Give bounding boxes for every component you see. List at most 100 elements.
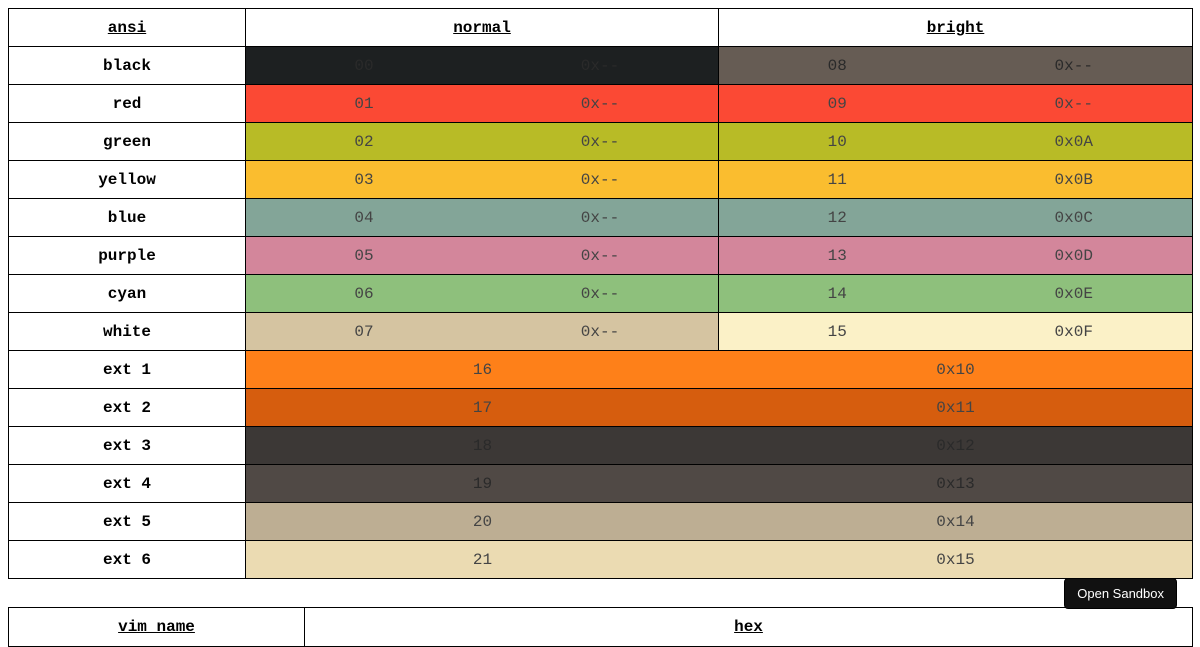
table-row: ext 6 21 0x15 — [8, 540, 1193, 579]
ext-hex: 0x14 — [936, 512, 975, 531]
ext-hex: 0x15 — [936, 550, 975, 569]
table-header-row: vim name hex — [8, 607, 1193, 647]
table-row: ext 4 19 0x13 — [8, 464, 1193, 503]
table-row: black 00 0x-- 08 0x-- — [8, 46, 1193, 85]
normal-swatch: 00 0x-- — [245, 46, 719, 85]
color-name: ext 4 — [8, 464, 246, 503]
bright-hex: 0x0E — [1054, 284, 1093, 303]
bright-index: 15 — [827, 322, 847, 341]
ext-hex: 0x11 — [936, 398, 975, 417]
open-sandbox-button[interactable]: Open Sandbox — [1064, 578, 1177, 609]
ansi-color-table: ansi normal bright black 00 0x-- 08 0x-- red 0… — [8, 8, 1193, 579]
table-row: purple 05 0x-- 13 0x0D — [8, 236, 1193, 275]
color-name: cyan — [8, 274, 246, 313]
normal-index: 05 — [354, 246, 374, 265]
normal-swatch: 04 0x-- — [245, 198, 719, 237]
normal-swatch: 02 0x-- — [245, 122, 719, 161]
ext-swatch: 19 0x13 — [245, 464, 1193, 503]
normal-index: 06 — [354, 284, 374, 303]
bright-swatch: 10 0x0A — [718, 122, 1193, 161]
table-row: ext 1 16 0x10 — [8, 350, 1193, 389]
bright-index: 12 — [827, 208, 847, 227]
bright-swatch: 09 0x-- — [718, 84, 1193, 123]
normal-hex: 0x-- — [580, 56, 620, 75]
normal-hex: 0x-- — [580, 322, 620, 341]
color-name: ext 3 — [8, 426, 246, 465]
normal-swatch: 01 0x-- — [245, 84, 719, 123]
bright-index: 10 — [827, 132, 847, 151]
bright-swatch: 15 0x0F — [718, 312, 1193, 351]
normal-swatch: 07 0x-- — [245, 312, 719, 351]
bright-hex: 0x0F — [1054, 322, 1093, 341]
ansi-header: ansi — [8, 8, 246, 47]
table-row: white 07 0x-- 15 0x0F — [8, 312, 1193, 351]
table-row: blue 04 0x-- 12 0x0C — [8, 198, 1193, 237]
table-row: yellow 03 0x-- 11 0x0B — [8, 160, 1193, 199]
ext-index: 16 — [472, 360, 493, 379]
color-name: black — [8, 46, 246, 85]
ext-swatch: 17 0x11 — [245, 388, 1193, 427]
ext-swatch: 20 0x14 — [245, 502, 1193, 541]
table-row: ext 3 18 0x12 — [8, 426, 1193, 465]
bright-index: 09 — [827, 94, 847, 113]
ext-index: 18 — [472, 436, 493, 455]
color-name: purple — [8, 236, 246, 275]
ext-hex: 0x12 — [936, 436, 975, 455]
ext-index: 20 — [472, 512, 493, 531]
normal-hex: 0x-- — [580, 284, 620, 303]
normal-hex: 0x-- — [580, 246, 620, 265]
bright-hex: 0x-- — [1054, 94, 1093, 113]
bright-hex: 0x-- — [1054, 56, 1093, 75]
bright-swatch: 08 0x-- — [718, 46, 1193, 85]
table-header-row: ansi normal bright — [8, 8, 1193, 47]
ext-hex: 0x13 — [936, 474, 975, 493]
table-row: cyan 06 0x-- 14 0x0E — [8, 274, 1193, 313]
table-row: red 01 0x-- 09 0x-- — [8, 84, 1193, 123]
color-name: ext 1 — [8, 350, 246, 389]
bright-swatch: 11 0x0B — [718, 160, 1193, 199]
normal-hex: 0x-- — [580, 94, 620, 113]
normal-index: 02 — [354, 132, 374, 151]
normal-hex: 0x-- — [580, 132, 620, 151]
vim-name-header: vim name — [8, 607, 305, 647]
color-name: red — [8, 84, 246, 123]
color-name: blue — [8, 198, 246, 237]
normal-index: 04 — [354, 208, 374, 227]
bright-index: 08 — [827, 56, 847, 75]
ext-swatch: 16 0x10 — [245, 350, 1193, 389]
normal-hex: 0x-- — [580, 170, 620, 189]
bright-swatch: 12 0x0C — [718, 198, 1193, 237]
ext-hex: 0x10 — [936, 360, 975, 379]
normal-index: 07 — [354, 322, 374, 341]
normal-swatch: 06 0x-- — [245, 274, 719, 313]
color-name: yellow — [8, 160, 246, 199]
color-name: ext 2 — [8, 388, 246, 427]
table-row: green 02 0x-- 10 0x0A — [8, 122, 1193, 161]
ext-index: 21 — [472, 550, 493, 569]
bright-hex: 0x0D — [1054, 246, 1093, 265]
table-row: ext 5 20 0x14 — [8, 502, 1193, 541]
bright-swatch: 13 0x0D — [718, 236, 1193, 275]
bright-swatch: 14 0x0E — [718, 274, 1193, 313]
bright-header: bright — [718, 8, 1193, 47]
normal-index: 01 — [354, 94, 374, 113]
normal-index: 03 — [354, 170, 374, 189]
normal-index: 00 — [354, 56, 374, 75]
normal-header: normal — [245, 8, 719, 47]
normal-swatch: 05 0x-- — [245, 236, 719, 275]
table-row: ext 2 17 0x11 — [8, 388, 1193, 427]
normal-hex: 0x-- — [580, 208, 620, 227]
color-name: white — [8, 312, 246, 351]
color-name: green — [8, 122, 246, 161]
color-name: ext 6 — [8, 540, 246, 579]
bright-hex: 0x0A — [1054, 132, 1093, 151]
ext-swatch: 21 0x15 — [245, 540, 1193, 579]
vim-color-table: vim name hex — [8, 607, 1193, 647]
bright-index: 13 — [827, 246, 847, 265]
bright-index: 14 — [827, 284, 847, 303]
ext-swatch: 18 0x12 — [245, 426, 1193, 465]
ext-index: 17 — [472, 398, 493, 417]
ext-index: 19 — [472, 474, 493, 493]
normal-swatch: 03 0x-- — [245, 160, 719, 199]
bright-hex: 0x0B — [1054, 170, 1093, 189]
